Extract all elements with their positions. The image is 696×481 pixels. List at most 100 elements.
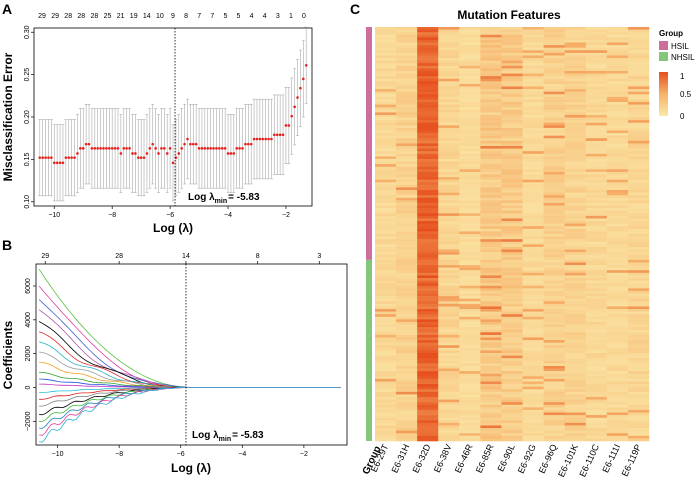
data-point: [154, 147, 157, 150]
heatmap-cell: [543, 246, 565, 250]
heatmap-cell: [585, 376, 608, 380]
heatmap-cell: [375, 197, 397, 201]
heatmap-cell: [480, 195, 502, 199]
heatmap-cell: [480, 151, 502, 155]
heatmap-cell: [375, 241, 397, 245]
heatmap-cell: [543, 29, 565, 33]
heatmap-cell: [606, 184, 629, 188]
heatmap-cell: [501, 257, 523, 261]
heatmap-cell: [480, 347, 502, 351]
heatmap-cell: [627, 213, 650, 217]
heatmap-cell: [585, 184, 608, 188]
heatmap-cell: [459, 29, 481, 33]
heatmap-cell: [459, 120, 481, 124]
heatmap-cell: [543, 32, 565, 36]
heatmap-cell: [438, 182, 460, 186]
data-point: [191, 142, 195, 146]
heatmap-cell: [417, 376, 439, 380]
heatmap-cell: [375, 166, 397, 170]
heatmap-cell: [627, 350, 650, 354]
heatmap-cell: [522, 223, 544, 227]
heatmap-cell: [501, 52, 523, 56]
heatmap-cell: [459, 428, 481, 431]
heatmap-cell: [438, 223, 460, 227]
heatmap-cell: [564, 430, 587, 434]
heatmap-cell: [522, 89, 544, 92]
heatmap-cell: [585, 158, 608, 162]
heatmap-cell: [585, 91, 608, 95]
heatmap-cell: [417, 347, 439, 351]
heatmap-cell: [522, 239, 544, 243]
heatmap-cell: [438, 420, 460, 424]
heatmap-cell: [480, 218, 502, 222]
heatmap-cell: [564, 350, 587, 354]
heatmap-cell: [564, 146, 587, 149]
heatmap-cell: [501, 213, 523, 217]
heatmap-cell: [585, 337, 608, 341]
heatmap-cell: [627, 340, 650, 343]
heatmap-cell: [417, 117, 439, 121]
heatmap-cell: [585, 391, 608, 395]
heatmap-cell: [585, 309, 608, 312]
heatmap-cell: [543, 350, 565, 354]
heatmap-cell: [480, 365, 502, 369]
heatmap-cell: [417, 280, 439, 284]
heatmap-cell: [480, 267, 502, 271]
heatmap-cell: [585, 78, 608, 82]
heatmap-cell: [438, 125, 460, 129]
data-point: [302, 77, 305, 81]
group-annotation-bar: [366, 27, 372, 441]
heatmap-cell: [564, 130, 587, 134]
heatmap-cell: [459, 254, 481, 258]
heatmap-cell: [480, 89, 502, 92]
heatmap-cell: [585, 83, 608, 87]
heatmap-cell: [438, 391, 460, 395]
heatmap-cell: [585, 192, 608, 196]
heatmap-cell: [417, 373, 439, 377]
heatmap-cell: [606, 34, 629, 38]
heatmap-cell: [480, 272, 502, 276]
data-point: [168, 147, 172, 150]
heatmap-cell: [522, 306, 544, 310]
heatmap-cell: [480, 397, 502, 400]
heatmap-cell: [543, 277, 565, 281]
heatmap-cell: [480, 60, 502, 64]
heatmap-cell: [438, 34, 460, 38]
heatmap-cell: [438, 358, 460, 362]
heatmap-cell: [375, 340, 397, 343]
heatmap-cell: [480, 117, 502, 121]
heatmap-cell: [585, 29, 608, 33]
heatmap-cell: [606, 174, 629, 178]
heatmap-cell: [459, 34, 481, 38]
heatmap-cell: [627, 161, 650, 165]
heatmap-cell: [606, 267, 629, 271]
heatmap-cell: [396, 195, 418, 199]
heatmap-cell: [417, 125, 439, 129]
heatmap-cell: [522, 169, 544, 173]
data-point: [275, 133, 279, 137]
heatmap-cell: [501, 347, 523, 351]
heatmap-cell: [480, 114, 502, 118]
heatmap-cell: [627, 182, 650, 186]
heatmap-cell: [564, 316, 587, 320]
heatmap-cell: [606, 78, 629, 82]
heatmap-cell: [606, 239, 629, 243]
heatmap-cell: [606, 391, 629, 395]
heatmap-cell: [585, 45, 608, 48]
heatmap-cell: [396, 275, 418, 279]
heatmap-cell: [417, 192, 439, 196]
y-tick-label: 4000: [25, 312, 32, 328]
heatmap-cell: [417, 86, 439, 90]
heatmap-cell: [522, 68, 544, 72]
heatmap-cell: [522, 205, 544, 209]
heatmap-cell: [501, 316, 523, 320]
heatmap-cell: [564, 285, 587, 289]
heatmap-cell: [564, 65, 587, 69]
panel-b-annotation: Log λmin= -5.83: [192, 430, 264, 443]
heatmap-cell: [459, 350, 481, 354]
heatmap-cell: [480, 311, 502, 315]
heatmap-cell: [396, 215, 418, 219]
heatmap-cell: [459, 334, 481, 338]
heatmap-cell: [396, 45, 418, 48]
heatmap-cell: [417, 275, 439, 279]
